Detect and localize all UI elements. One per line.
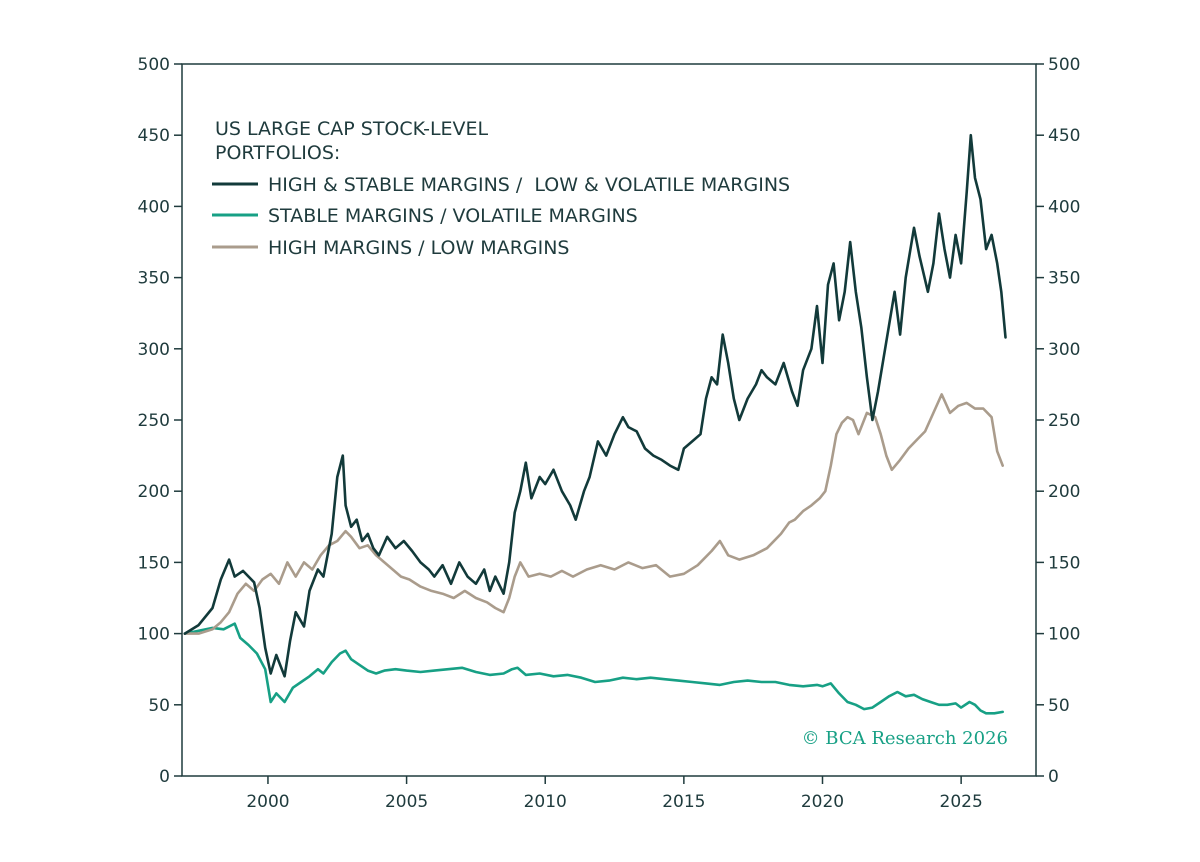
x-tick-label: 2020 [801, 792, 844, 812]
y-tick-label-left: 150 [138, 553, 170, 573]
legend-label-stable: STABLE MARGINS / VOLATILE MARGINS [268, 205, 638, 227]
x-tick-label: 2000 [246, 792, 289, 812]
y-tick-label-right: 300 [1048, 340, 1080, 360]
x-tick-label: 2025 [940, 792, 983, 812]
legend: US LARGE CAP STOCK-LEVEL PORTFOLIOS: HIG… [212, 118, 790, 259]
y-tick-label-right: 500 [1048, 55, 1080, 75]
y-tick-label-right: 150 [1048, 553, 1080, 573]
y-tick-label-left: 50 [148, 696, 170, 716]
y-tick-label-left: 400 [138, 197, 170, 217]
legend-label-high: HIGH MARGINS / LOW MARGINS [268, 237, 570, 259]
series-line-stable [183, 622, 1004, 715]
y-tick-label-left: 500 [138, 55, 170, 75]
y-tick-label-right: 450 [1048, 126, 1080, 146]
y-tick-label-right: 0 [1048, 767, 1059, 787]
y-axis-right: 0 50 100 150 200 250 300 350 400 450 500 [1036, 55, 1080, 787]
y-tick-label-left: 100 [138, 625, 170, 645]
y-tick-label-left: 450 [138, 126, 170, 146]
y-tick-label-right: 400 [1048, 197, 1080, 217]
y-tick-label-right: 200 [1048, 482, 1080, 502]
chart-title-line-2: PORTFOLIOS: [215, 142, 340, 164]
series-line-high [183, 393, 1004, 635]
y-tick-label-left: 200 [138, 482, 170, 502]
credit-text: © BCA Research 2026 [802, 728, 1008, 749]
y-tick-label-left: 0 [159, 767, 170, 787]
y-tick-label-left: 250 [138, 411, 170, 431]
y-tick-label-right: 50 [1048, 696, 1070, 716]
legend-label-high-stable: HIGH & STABLE MARGINS / LOW & VOLATILE M… [268, 174, 790, 196]
chart-title-line-1: US LARGE CAP STOCK-LEVEL [215, 118, 489, 140]
series-lines [183, 133, 1007, 715]
y-tick-label-right: 350 [1048, 269, 1080, 289]
x-axis: 2000 2005 2010 2015 2020 2025 [246, 776, 983, 812]
x-tick-label: 2005 [385, 792, 428, 812]
y-tick-label-left: 300 [138, 340, 170, 360]
y-axis-left: 0 50 100 150 200 250 300 350 400 450 500 [138, 55, 182, 787]
y-tick-label-left: 350 [138, 269, 170, 289]
x-tick-label: 2015 [662, 792, 705, 812]
x-tick-label: 2010 [524, 792, 567, 812]
series-line-high-stable [183, 133, 1007, 678]
y-tick-label-right: 100 [1048, 625, 1080, 645]
y-tick-label-right: 250 [1048, 411, 1080, 431]
